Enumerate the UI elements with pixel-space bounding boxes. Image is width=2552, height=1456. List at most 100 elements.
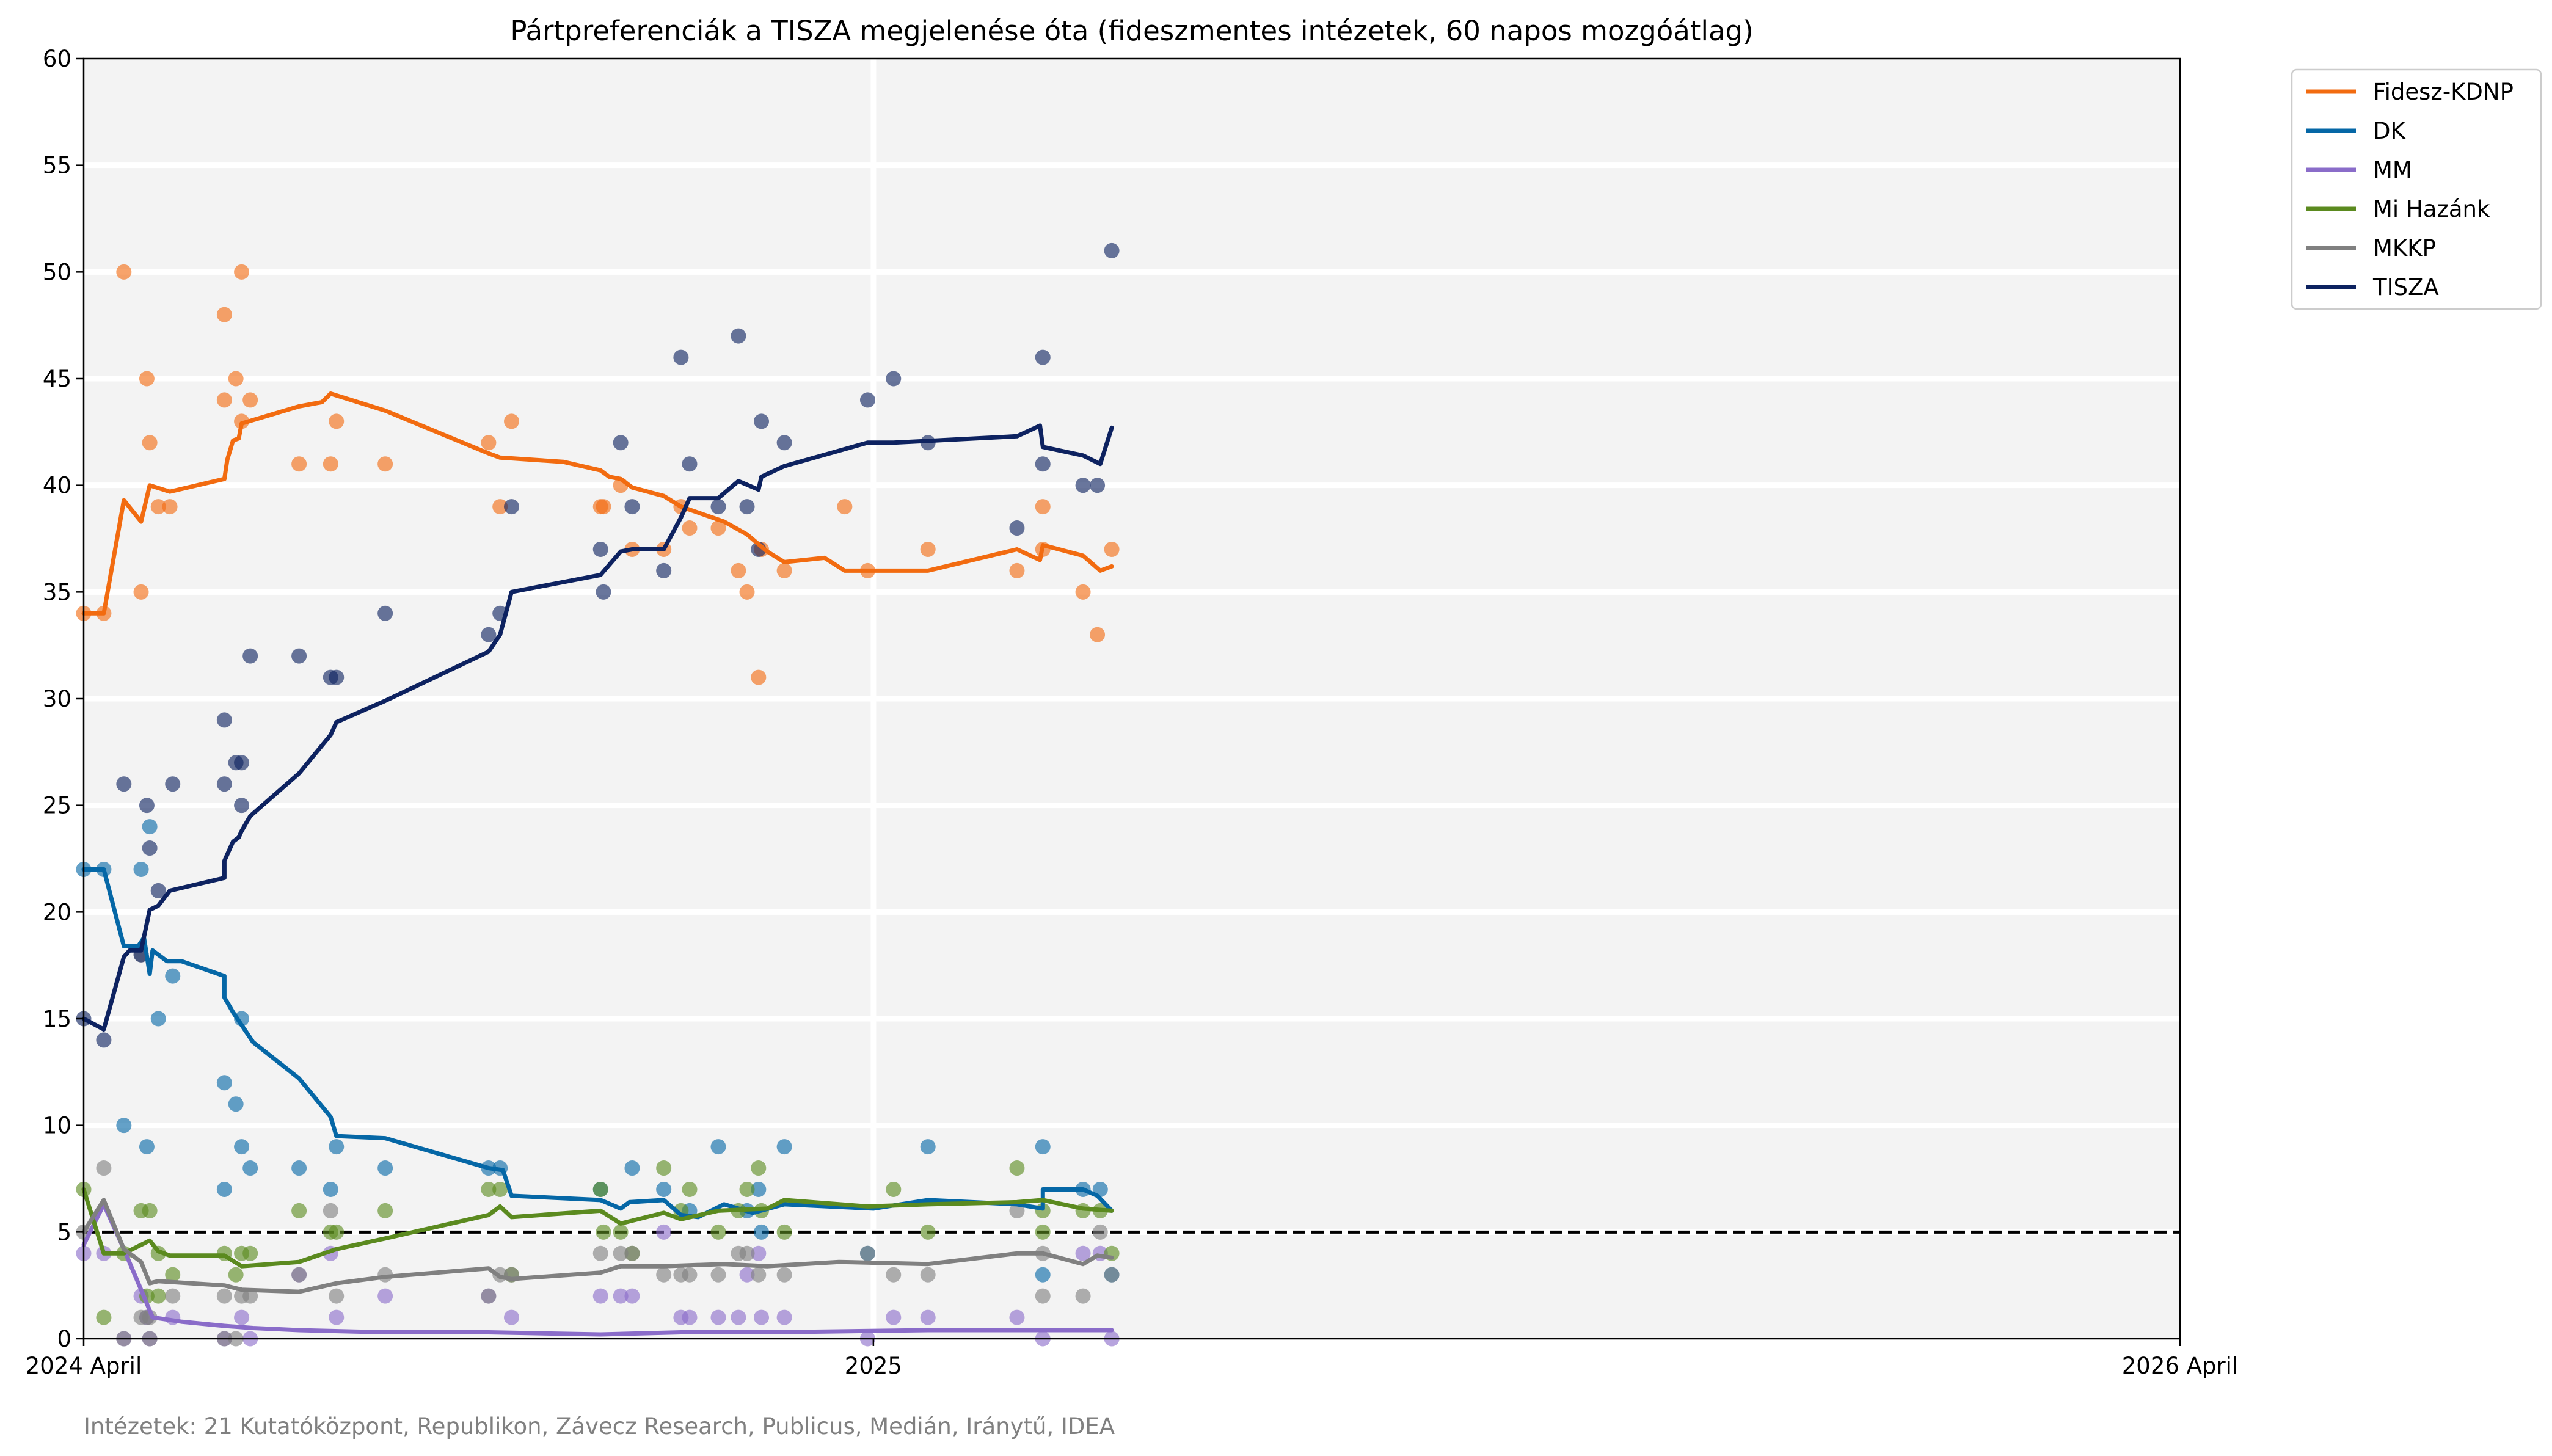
y-tick-label: 60 — [43, 46, 71, 72]
mm-poll-point — [886, 1309, 902, 1325]
fidesz-kdnp-poll-point — [234, 264, 250, 280]
tisza-poll-point — [165, 776, 181, 792]
legend-label-mm: MM — [2373, 157, 2412, 183]
fidesz-kdnp-poll-point — [133, 584, 149, 600]
mkkp-poll-point — [291, 1267, 307, 1283]
y-tick-label: 35 — [43, 579, 71, 605]
mi-haz-nk-poll-point — [329, 1224, 345, 1240]
fidesz-kdnp-poll-point — [492, 499, 508, 515]
tisza-poll-point — [216, 776, 232, 792]
tisza-poll-point — [754, 413, 770, 429]
mi-haz-nk-poll-point — [613, 1224, 629, 1240]
dk-poll-point — [710, 1139, 726, 1155]
dk-poll-point — [242, 1160, 258, 1176]
legend-label-fidesz-kdnp: Fidesz-KDNP — [2373, 79, 2514, 105]
mkkp-poll-point — [1035, 1288, 1051, 1304]
tisza-poll-point — [242, 648, 258, 664]
x-tick-label: 2024 April — [26, 1353, 142, 1379]
dk-poll-point — [776, 1139, 792, 1155]
fidesz-kdnp-poll-point — [377, 456, 393, 472]
tisza-poll-point — [731, 328, 746, 344]
fidesz-kdnp-poll-point — [1104, 541, 1120, 557]
dk-poll-point — [139, 1139, 155, 1155]
mm-trend-line — [81, 1202, 1114, 1337]
legend: Fidesz-KDNP DK MM Mi Hazánk MKKP TISZA — [2291, 68, 2542, 310]
tisza-poll-point — [291, 648, 307, 664]
fidesz-kdnp-poll-point — [142, 435, 158, 451]
tisza-poll-point — [592, 541, 608, 557]
mm-poll-point — [682, 1309, 698, 1325]
tisza-poll-point — [1009, 520, 1025, 536]
mi-haz-nk-poll-point — [592, 1181, 608, 1197]
mi-haz-nk-poll-point — [481, 1181, 497, 1197]
lines-layer — [81, 391, 1114, 1337]
dk-poll-point — [751, 1181, 767, 1197]
tisza-poll-point — [624, 499, 640, 515]
mi-haz-nk-poll-point — [596, 1224, 611, 1240]
fidesz-kdnp-poll-point — [739, 584, 755, 600]
tisza-poll-point — [673, 349, 689, 365]
mkkp-poll-point — [624, 1245, 640, 1261]
y-tick-label: 30 — [43, 686, 71, 712]
dk-poll-point — [754, 1224, 770, 1240]
y-tick-label: 5 — [57, 1219, 71, 1245]
mi-haz-nk-poll-point — [776, 1224, 792, 1240]
fidesz-kdnp-poll-point — [162, 499, 178, 515]
dk-poll-point — [216, 1181, 232, 1197]
fidesz-kdnp-poll-point — [751, 669, 767, 685]
mkkp-poll-point — [1104, 1267, 1120, 1283]
dk-poll-point — [624, 1160, 640, 1176]
mm-poll-point — [613, 1288, 629, 1304]
legend-box — [2291, 68, 2542, 310]
fidesz-kdnp-poll-point — [228, 371, 244, 387]
tisza-poll-point — [234, 755, 250, 771]
fidesz-kdnp-poll-point — [682, 520, 698, 536]
mkkp-poll-point — [859, 1245, 875, 1261]
tisza-poll-point — [116, 776, 132, 792]
tisza-poll-point — [150, 883, 166, 898]
tisza-poll-point — [613, 435, 629, 451]
mi-haz-nk-poll-point — [377, 1203, 393, 1218]
tisza-poll-point — [596, 584, 611, 600]
legend-label-tisza: TISZA — [2372, 274, 2439, 300]
mkkp-poll-point — [656, 1267, 672, 1283]
y-tick-label: 40 — [43, 473, 71, 499]
mm-poll-point — [1009, 1309, 1025, 1325]
y-tick-label: 20 — [43, 899, 71, 925]
dk-poll-point — [150, 1011, 166, 1027]
fidesz-kdnp-poll-point — [1009, 562, 1025, 578]
mkkp-poll-point — [592, 1245, 608, 1261]
dk-poll-point — [1035, 1139, 1051, 1155]
mi-haz-nk-poll-point — [751, 1160, 767, 1176]
mi-haz-nk-poll-point — [1009, 1160, 1025, 1176]
tisza-poll-point — [1104, 242, 1120, 258]
mm-poll-point — [754, 1309, 770, 1325]
mkkp-poll-point — [682, 1267, 698, 1283]
dk-poll-point — [116, 1118, 132, 1134]
mkkp-poll-point — [710, 1267, 726, 1283]
mi-haz-nk-trend-line — [81, 1187, 1114, 1269]
fidesz-kdnp-poll-point — [323, 456, 338, 472]
chart-title: Pártpreferenciák a TISZA megjelenése óta… — [510, 15, 1753, 47]
tisza-poll-point — [710, 499, 726, 515]
dk-poll-point — [142, 819, 158, 835]
x-tick-label: 2025 — [845, 1353, 902, 1379]
tisza-poll-point — [682, 456, 698, 472]
tisza-poll-point — [481, 627, 497, 642]
y-tick-label: 25 — [43, 793, 71, 819]
mkkp-poll-point — [886, 1267, 902, 1283]
dk-poll-point — [656, 1181, 672, 1197]
legend-label-dk: DK — [2373, 118, 2406, 144]
mi-haz-nk-poll-point — [1035, 1224, 1051, 1240]
y-tick-label: 0 — [57, 1326, 71, 1352]
tisza-poll-point — [1035, 349, 1051, 365]
tisza-poll-point — [216, 712, 232, 728]
dk-poll-point — [165, 968, 181, 984]
fidesz-kdnp-poll-point — [837, 499, 853, 515]
mkkp-poll-point — [739, 1245, 755, 1261]
mm-poll-point — [920, 1309, 936, 1325]
mi-haz-nk-poll-point — [150, 1288, 166, 1304]
fidesz-kdnp-poll-point — [242, 392, 258, 408]
mkkp-poll-point — [1092, 1224, 1108, 1240]
